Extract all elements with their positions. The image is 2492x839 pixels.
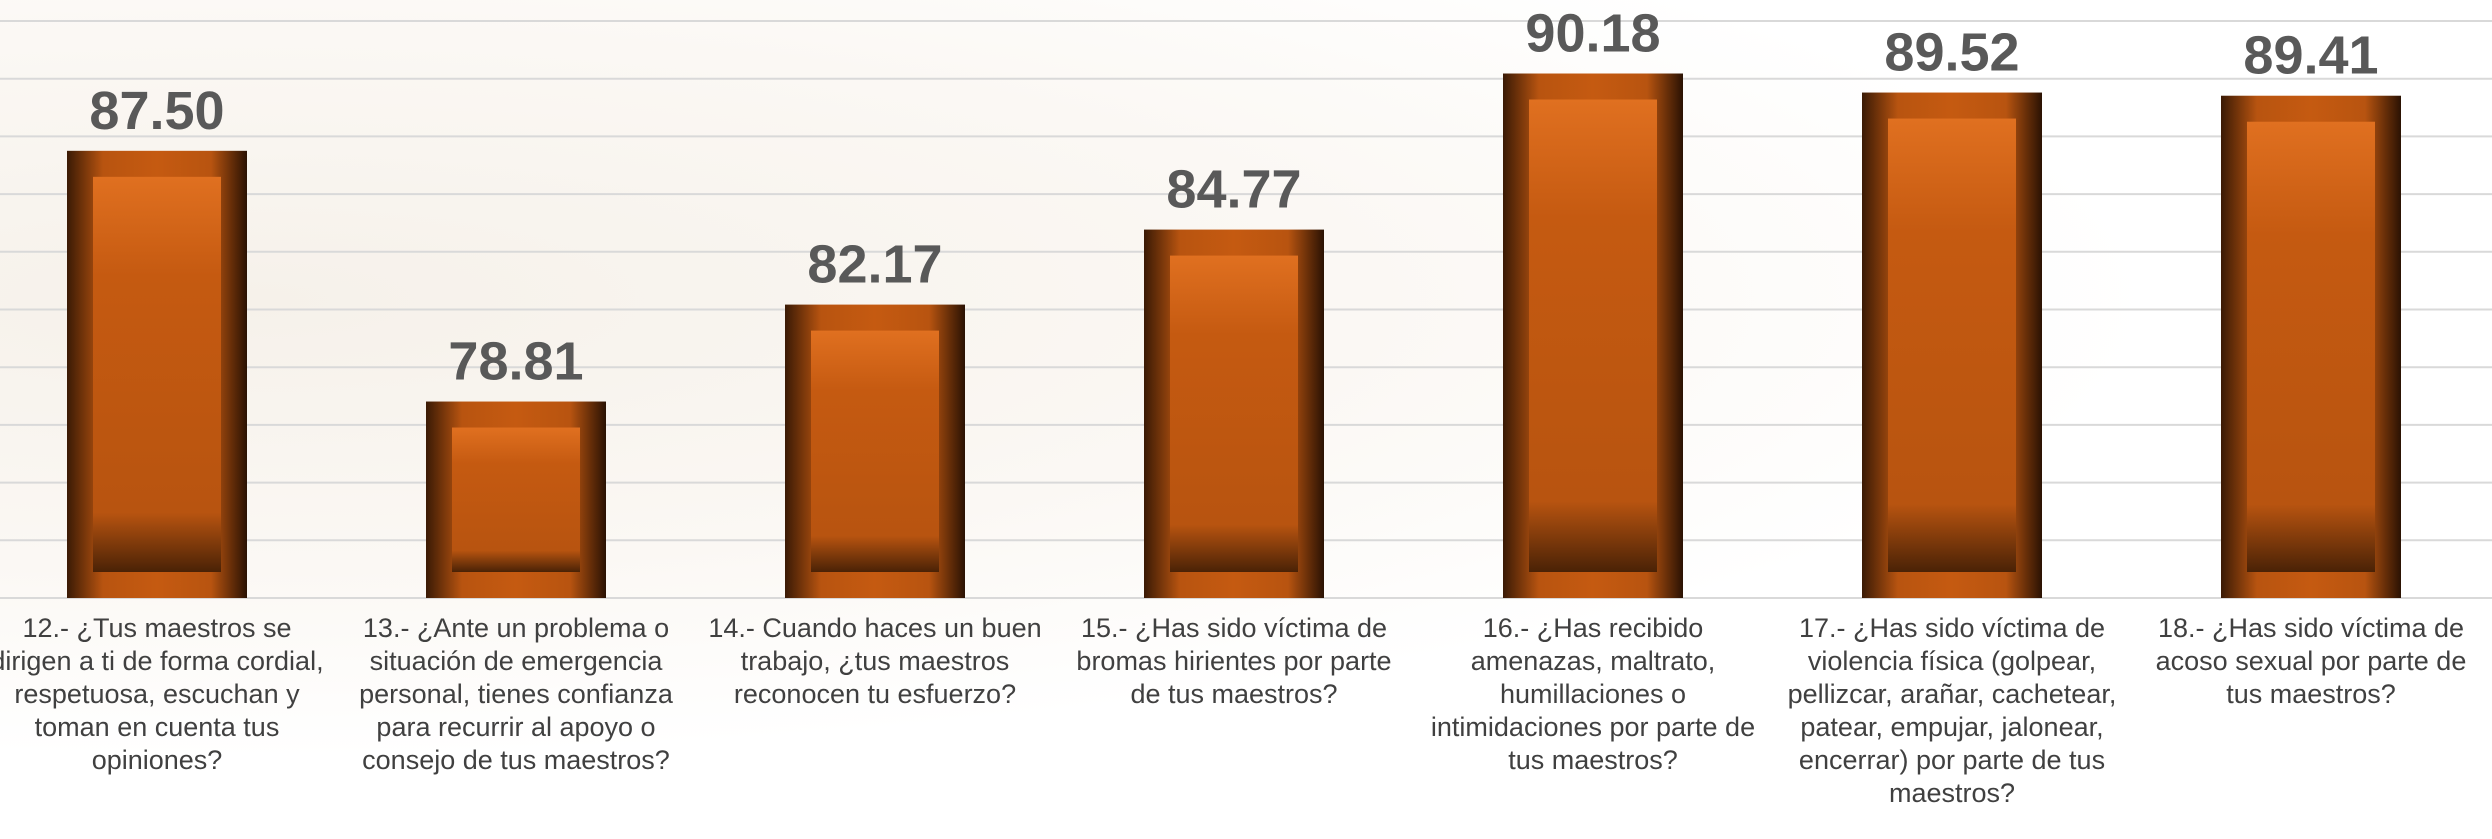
value-label: 90.18 xyxy=(1525,4,1660,64)
value-label: 84.77 xyxy=(1166,160,1301,220)
x-tick-label: 17.- ¿Has sido víctima de violencia físi… xyxy=(1787,613,2117,808)
bar-face xyxy=(2247,121,2375,572)
bar-face xyxy=(1529,99,1657,573)
value-label: 89.41 xyxy=(2243,26,2378,86)
bar-face xyxy=(1888,118,2016,572)
x-tick-label: 16.- ¿Has recibido amenazas, maltrato, h… xyxy=(1430,613,1756,775)
value-label: 87.50 xyxy=(89,81,224,141)
value-label: 78.81 xyxy=(448,332,583,392)
x-tick-label: 13.- ¿Ante un problema o situación de em… xyxy=(359,613,673,775)
value-label: 82.17 xyxy=(807,235,942,295)
value-label: 89.52 xyxy=(1884,23,2019,83)
bar-face xyxy=(1170,255,1298,572)
bar-face xyxy=(93,176,221,572)
bar-face xyxy=(811,330,939,572)
x-tick-label: 15.- ¿Has sido víctima de bromas hirient… xyxy=(1076,613,1392,709)
x-tick-label: 14.- Cuando haces un buen trabajo, ¿tus … xyxy=(708,613,1042,709)
bar-face xyxy=(452,427,580,572)
x-tick-label: 18.- ¿Has sido víctima de acoso sexual p… xyxy=(2155,613,2467,709)
x-tick-label: 12.- ¿Tus maestros se dirigen a ti de fo… xyxy=(0,613,324,775)
